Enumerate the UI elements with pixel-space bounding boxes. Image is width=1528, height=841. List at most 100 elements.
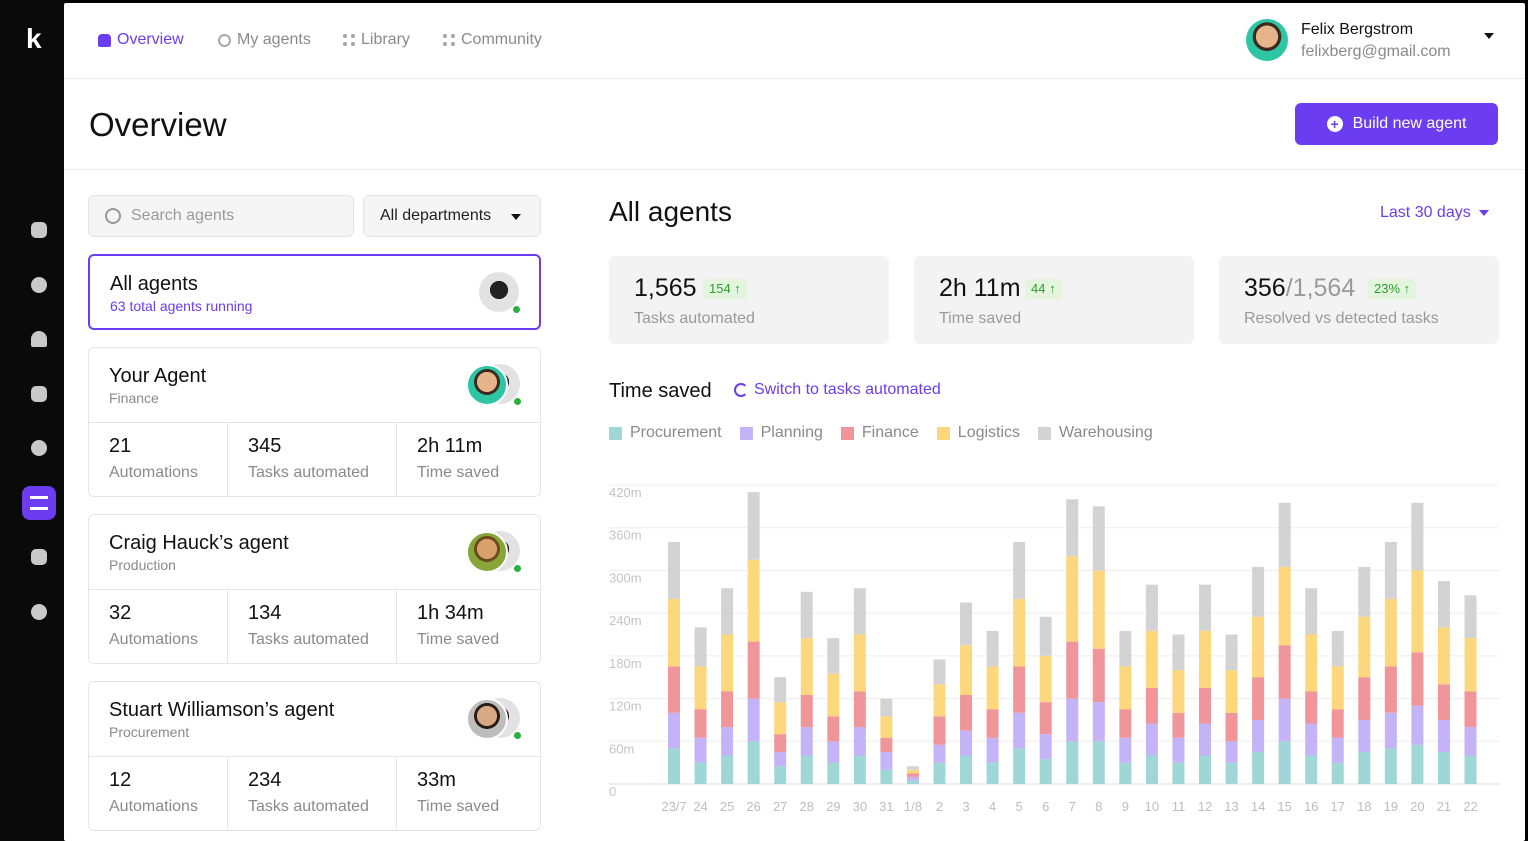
bar-segment-planning[interactable] (853, 727, 866, 756)
bar-segment-planning[interactable] (721, 727, 734, 756)
alarm-icon[interactable] (22, 322, 56, 356)
bar-segment-logistics[interactable] (906, 769, 919, 774)
bar-segment-procurement[interactable] (1092, 741, 1105, 784)
bar-segment-procurement[interactable] (1145, 755, 1158, 784)
bar-segment-finance[interactable] (1384, 666, 1397, 713)
bar-segment-warehousing[interactable] (1437, 581, 1450, 628)
bar-segment-logistics[interactable] (1384, 598, 1397, 667)
bar-segment-planning[interactable] (1199, 723, 1211, 756)
bar-segment-warehousing[interactable] (1013, 541, 1026, 599)
bar-segment-warehousing[interactable] (1225, 634, 1238, 671)
bar-segment-logistics[interactable] (1225, 670, 1238, 713)
bar-segment-procurement[interactable] (800, 755, 813, 784)
bar-segment-procurement[interactable] (1013, 748, 1026, 784)
bar-segment-planning[interactable] (880, 751, 893, 770)
agent-card[interactable]: Stuart Williamson’s agent Procurement 12… (88, 681, 541, 831)
agents-icon[interactable] (22, 486, 56, 520)
bar-segment-procurement[interactable] (933, 762, 946, 784)
bar-segment-planning[interactable] (1278, 698, 1291, 742)
bar-segment-finance[interactable] (1278, 645, 1291, 699)
bar-segment-procurement[interactable] (1119, 762, 1132, 784)
bar-segment-procurement[interactable] (880, 769, 893, 784)
bar-segment-planning[interactable] (1305, 723, 1318, 756)
bar-segment-planning[interactable] (774, 751, 787, 767)
bar-segment-finance[interactable] (853, 691, 866, 728)
bar-segment-logistics[interactable] (1305, 634, 1318, 692)
emoji-icon[interactable] (22, 431, 56, 465)
bar-segment-planning[interactable] (1039, 734, 1052, 760)
bar-segment-logistics[interactable] (1252, 616, 1265, 678)
bar-segment-warehousing[interactable] (880, 698, 893, 717)
bar-segment-warehousing[interactable] (694, 627, 707, 667)
bar-segment-procurement[interactable] (694, 762, 707, 784)
bar-segment-planning[interactable] (1384, 712, 1397, 749)
bar-segment-finance[interactable] (1199, 687, 1211, 724)
bar-segment-warehousing[interactable] (1119, 630, 1132, 667)
bar-segment-warehousing[interactable] (721, 588, 734, 635)
nav-my-agents[interactable]: My agents (218, 30, 311, 50)
bar-segment-warehousing[interactable] (1305, 588, 1318, 635)
bar-segment-procurement[interactable] (1305, 755, 1318, 784)
bar-segment-logistics[interactable] (960, 645, 973, 696)
chevron-down-icon[interactable] (1484, 33, 1494, 39)
clipboard-icon[interactable] (22, 540, 56, 574)
bar-segment-logistics[interactable] (668, 598, 680, 667)
bar-segment-finance[interactable] (1172, 712, 1185, 738)
bar-segment-logistics[interactable] (1331, 666, 1344, 710)
department-select[interactable]: All departments (363, 195, 541, 237)
bar-segment-finance[interactable] (986, 709, 999, 738)
bar-segment-planning[interactable] (1066, 698, 1079, 742)
bar-segment-procurement[interactable] (1384, 748, 1397, 784)
bar-segment-finance[interactable] (1039, 702, 1052, 735)
search-icon[interactable] (22, 268, 56, 302)
bar-segment-planning[interactable] (1119, 737, 1132, 763)
bar-segment-procurement[interactable] (1066, 741, 1079, 784)
bar-segment-warehousing[interactable] (986, 630, 999, 667)
bar-segment-logistics[interactable] (1039, 655, 1052, 703)
bar-segment-finance[interactable] (1437, 684, 1450, 720)
bar-segment-warehousing[interactable] (800, 591, 813, 639)
bar-segment-warehousing[interactable] (668, 541, 680, 599)
bar-segment-planning[interactable] (694, 737, 707, 763)
bar-segment-procurement[interactable] (1172, 762, 1185, 784)
bar-segment-planning[interactable] (1411, 705, 1424, 745)
bar-segment-finance[interactable] (880, 737, 893, 752)
bar-segment-procurement[interactable] (1225, 762, 1238, 784)
bar-segment-planning[interactable] (986, 737, 999, 763)
bar-segment-warehousing[interactable] (1066, 499, 1079, 557)
agent-card[interactable]: Craig Hauck’s agent Production 32 Automa… (88, 514, 541, 664)
package-icon[interactable] (22, 377, 56, 411)
bar-segment-logistics[interactable] (1411, 570, 1424, 653)
legend-item[interactable]: Planning (739, 424, 823, 442)
bar-segment-logistics[interactable] (827, 673, 840, 717)
bar-segment-logistics[interactable] (721, 634, 734, 692)
bar-segment-logistics[interactable] (1066, 556, 1079, 642)
alert-icon[interactable] (22, 595, 56, 629)
search-box[interactable] (88, 195, 354, 237)
bar-segment-logistics[interactable] (1145, 630, 1158, 688)
bar-segment-finance[interactable] (1411, 652, 1424, 706)
bar-segment-warehousing[interactable] (933, 659, 946, 685)
bar-segment-planning[interactable] (1225, 741, 1238, 763)
bar-segment-planning[interactable] (933, 744, 946, 763)
bar-segment-warehousing[interactable] (774, 677, 787, 703)
bar-segment-warehousing[interactable] (1278, 502, 1291, 567)
bar-segment-planning[interactable] (1358, 719, 1371, 752)
bar-segment-planning[interactable] (827, 741, 840, 763)
bar-segment-procurement[interactable] (774, 766, 787, 784)
bar-segment-finance[interactable] (1066, 641, 1079, 699)
bar-segment-planning[interactable] (800, 727, 813, 756)
bar-segment-warehousing[interactable] (1464, 595, 1477, 639)
bar-segment-procurement[interactable] (1358, 751, 1371, 784)
bar-segment-warehousing[interactable] (747, 492, 760, 560)
bar-segment-warehousing[interactable] (827, 638, 840, 674)
bar-segment-planning[interactable] (1013, 712, 1026, 749)
bar-segment-planning[interactable] (1145, 723, 1158, 756)
bar-segment-finance[interactable] (694, 709, 707, 738)
bar-segment-finance[interactable] (1119, 709, 1132, 738)
bar-segment-procurement[interactable] (1331, 762, 1344, 784)
bar-segment-finance[interactable] (1013, 666, 1026, 713)
bar-segment-warehousing[interactable] (960, 602, 973, 646)
bar-segment-procurement[interactable] (1464, 755, 1477, 784)
search-input[interactable] (131, 207, 331, 225)
